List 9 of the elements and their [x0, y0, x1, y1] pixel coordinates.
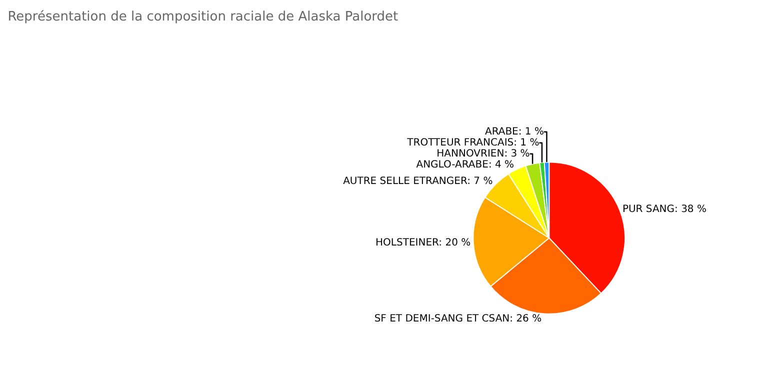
slice-label: HOLSTEINER: 20 %	[376, 237, 471, 248]
slice-label: PUR SANG: 38 %	[622, 204, 706, 215]
slice-label: ARABE: 1 %	[484, 126, 544, 138]
text: Représentation de la composition raciale de Alaska Palordet	[8, 10, 398, 24]
slice-label: SF ET DEMI-SANG ET CSAN: 26 %	[374, 314, 542, 325]
slice-label: ANGLO-ARABE: 4 %	[416, 159, 514, 170]
slice-label: AUTRE SELLE ETRANGER: 7 %	[343, 176, 493, 188]
slice-label: HANNOVRIEN: 3 %	[436, 148, 530, 160]
slice-label: TROTTEUR FRANCAIS: 1 %	[406, 137, 540, 148]
